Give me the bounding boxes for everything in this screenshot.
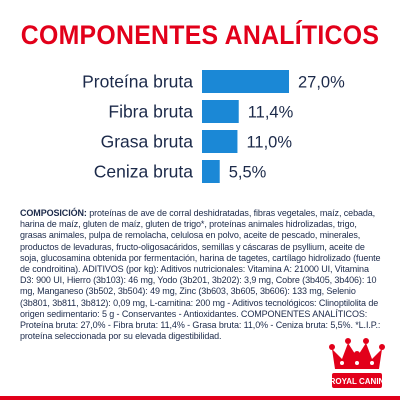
category-label-fibra-bruta: Fibra bruta: [108, 102, 193, 122]
category-label-ceniza-bruta: Ceniza bruta: [94, 162, 193, 182]
bars-layer: Proteína bruta 27,0% Fibra bruta 11,4% Grasa…: [82, 70, 345, 183]
category-label-proteina-bruta: Proteína bruta: [82, 72, 193, 92]
page-title: COMPONENTES ANALÍTICOS: [20, 20, 380, 50]
svg-text:ROYAL CANIN: ROYAL CANIN: [330, 377, 385, 386]
royal-canin-logo: ROYAL CANIN: [326, 335, 388, 395]
composition-heading: COMPOSICIÓN:: [20, 208, 87, 218]
value-label-grasa-bruta: 11,0%: [246, 134, 292, 152]
value-label-ceniza-bruta: 5,5%: [229, 164, 267, 182]
bar-grasa-bruta: [202, 130, 238, 153]
value-label-fibra-bruta: 11,4%: [248, 104, 294, 122]
bar-proteina-bruta: [202, 70, 289, 93]
bar-ceniza-bruta: [202, 160, 220, 183]
footer-red-line: [0, 396, 400, 400]
category-label-grasa-bruta: Grasa bruta: [101, 132, 194, 152]
composition-text: COMPOSICIÓN: proteínas de ave de corral …: [20, 208, 382, 342]
analytical-components-bar-chart: Proteína bruta 27,0% Fibra bruta 11,4% Grasa…: [82, 70, 345, 183]
value-label-proteina-bruta: 27,0%: [298, 74, 345, 92]
composition-body: proteínas de ave de corral deshidratadas…: [20, 208, 381, 342]
bar-fibra-bruta: [202, 100, 239, 123]
royal-canin-crown-icon: ROYAL CANIN: [329, 338, 385, 388]
